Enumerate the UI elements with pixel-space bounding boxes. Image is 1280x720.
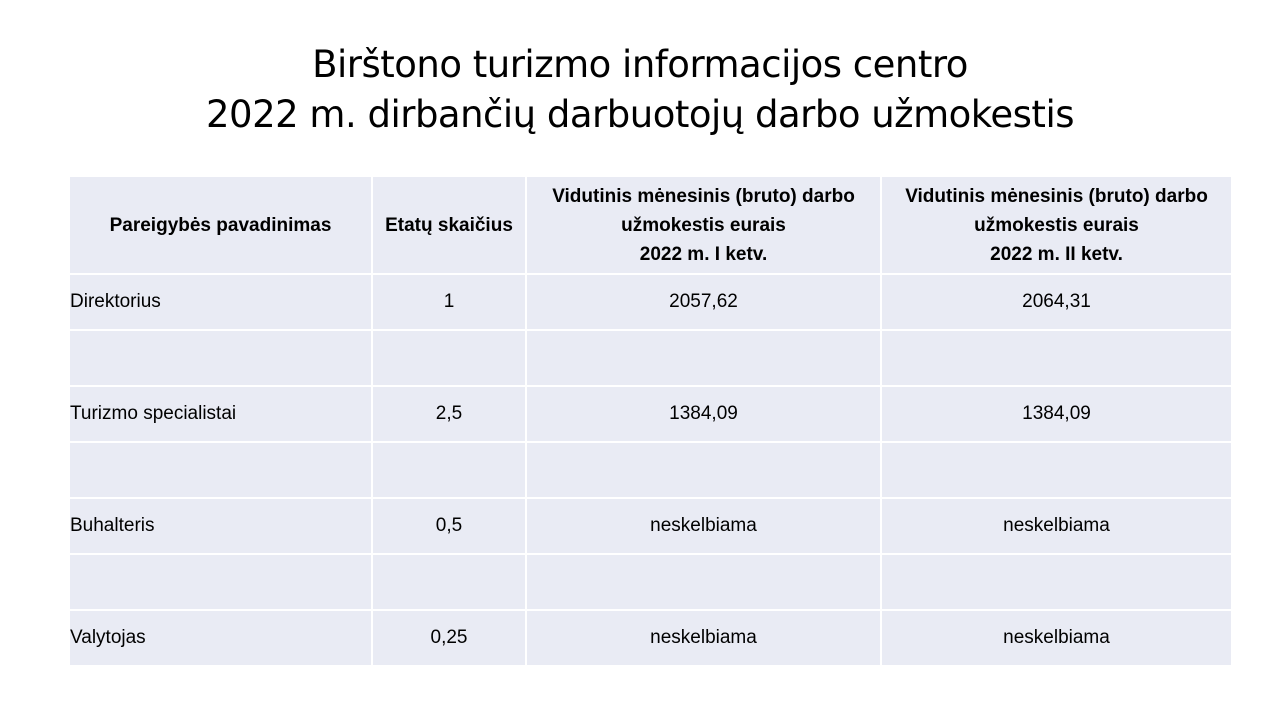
cell-position	[68, 553, 373, 611]
header-q1-line-3: 2022 m. I ketv.	[639, 243, 768, 265]
cell-position: Valytojas	[68, 609, 373, 667]
cell-count: 0,5	[371, 497, 527, 555]
cell-q1	[525, 553, 882, 611]
table-row: Turizmo specialistai 2,5 1384,09 1384,09	[68, 385, 1233, 443]
cell-q2: 2064,31	[880, 273, 1233, 331]
cell-count	[371, 553, 527, 611]
cell-q1	[525, 441, 882, 499]
header-positions-count: Etatų skaičius	[371, 175, 527, 275]
table-row	[68, 441, 1233, 499]
header-position: Pareigybės pavadinimas	[68, 175, 373, 275]
slide-title-line-1: Birštono turizmo informacijos centro	[312, 43, 968, 86]
cell-q2: neskelbiama	[880, 609, 1233, 667]
header-q1-line-2: užmokestis eurais	[621, 214, 786, 236]
table-header-row: Pareigybės pavadinimas Etatų skaičius Vi…	[68, 175, 1233, 275]
cell-position: Turizmo specialistai	[68, 385, 373, 443]
cell-q2	[880, 441, 1233, 499]
cell-count: 0,25	[371, 609, 527, 667]
cell-q1: neskelbiama	[525, 497, 882, 555]
header-q2-salary: Vidutinis mėnesinis (bruto) darbo užmoke…	[880, 175, 1233, 275]
cell-q2	[880, 329, 1233, 387]
table-row	[68, 553, 1233, 611]
cell-q2	[880, 553, 1233, 611]
cell-q2: 1384,09	[880, 385, 1233, 443]
cell-q1	[525, 329, 882, 387]
cell-count	[371, 329, 527, 387]
cell-position	[68, 329, 373, 387]
slide-title: Birštono turizmo informacijos centro 202…	[0, 40, 1280, 140]
header-q2-line-1: Vidutinis mėnesinis (bruto) darbo	[905, 185, 1208, 207]
salary-table: Pareigybės pavadinimas Etatų skaičius Vi…	[68, 175, 1233, 667]
table-row	[68, 329, 1233, 387]
cell-position	[68, 441, 373, 499]
cell-q2: neskelbiama	[880, 497, 1233, 555]
header-q2-line-2: užmokestis eurais	[974, 214, 1139, 236]
slide-title-line-2: 2022 m. dirbančių darbuotojų darbo užmok…	[205, 93, 1075, 136]
header-q1-line-1: Vidutinis mėnesinis (bruto) darbo	[552, 185, 855, 207]
cell-q1: neskelbiama	[525, 609, 882, 667]
cell-count	[371, 441, 527, 499]
cell-position: Direktorius	[68, 273, 373, 331]
cell-q1: 1384,09	[525, 385, 882, 443]
header-q2-line-3: 2022 m. II ketv.	[990, 243, 1123, 265]
header-q1-salary: Vidutinis mėnesinis (bruto) darbo užmoke…	[525, 175, 882, 275]
cell-count: 2,5	[371, 385, 527, 443]
table-row: Valytojas 0,25 neskelbiama neskelbiama	[68, 609, 1233, 667]
cell-q1: 2057,62	[525, 273, 882, 331]
cell-position: Buhalteris	[68, 497, 373, 555]
table-row: Buhalteris 0,5 neskelbiama neskelbiama	[68, 497, 1233, 555]
cell-count: 1	[371, 273, 527, 331]
table-row: Direktorius 1 2057,62 2064,31	[68, 273, 1233, 331]
